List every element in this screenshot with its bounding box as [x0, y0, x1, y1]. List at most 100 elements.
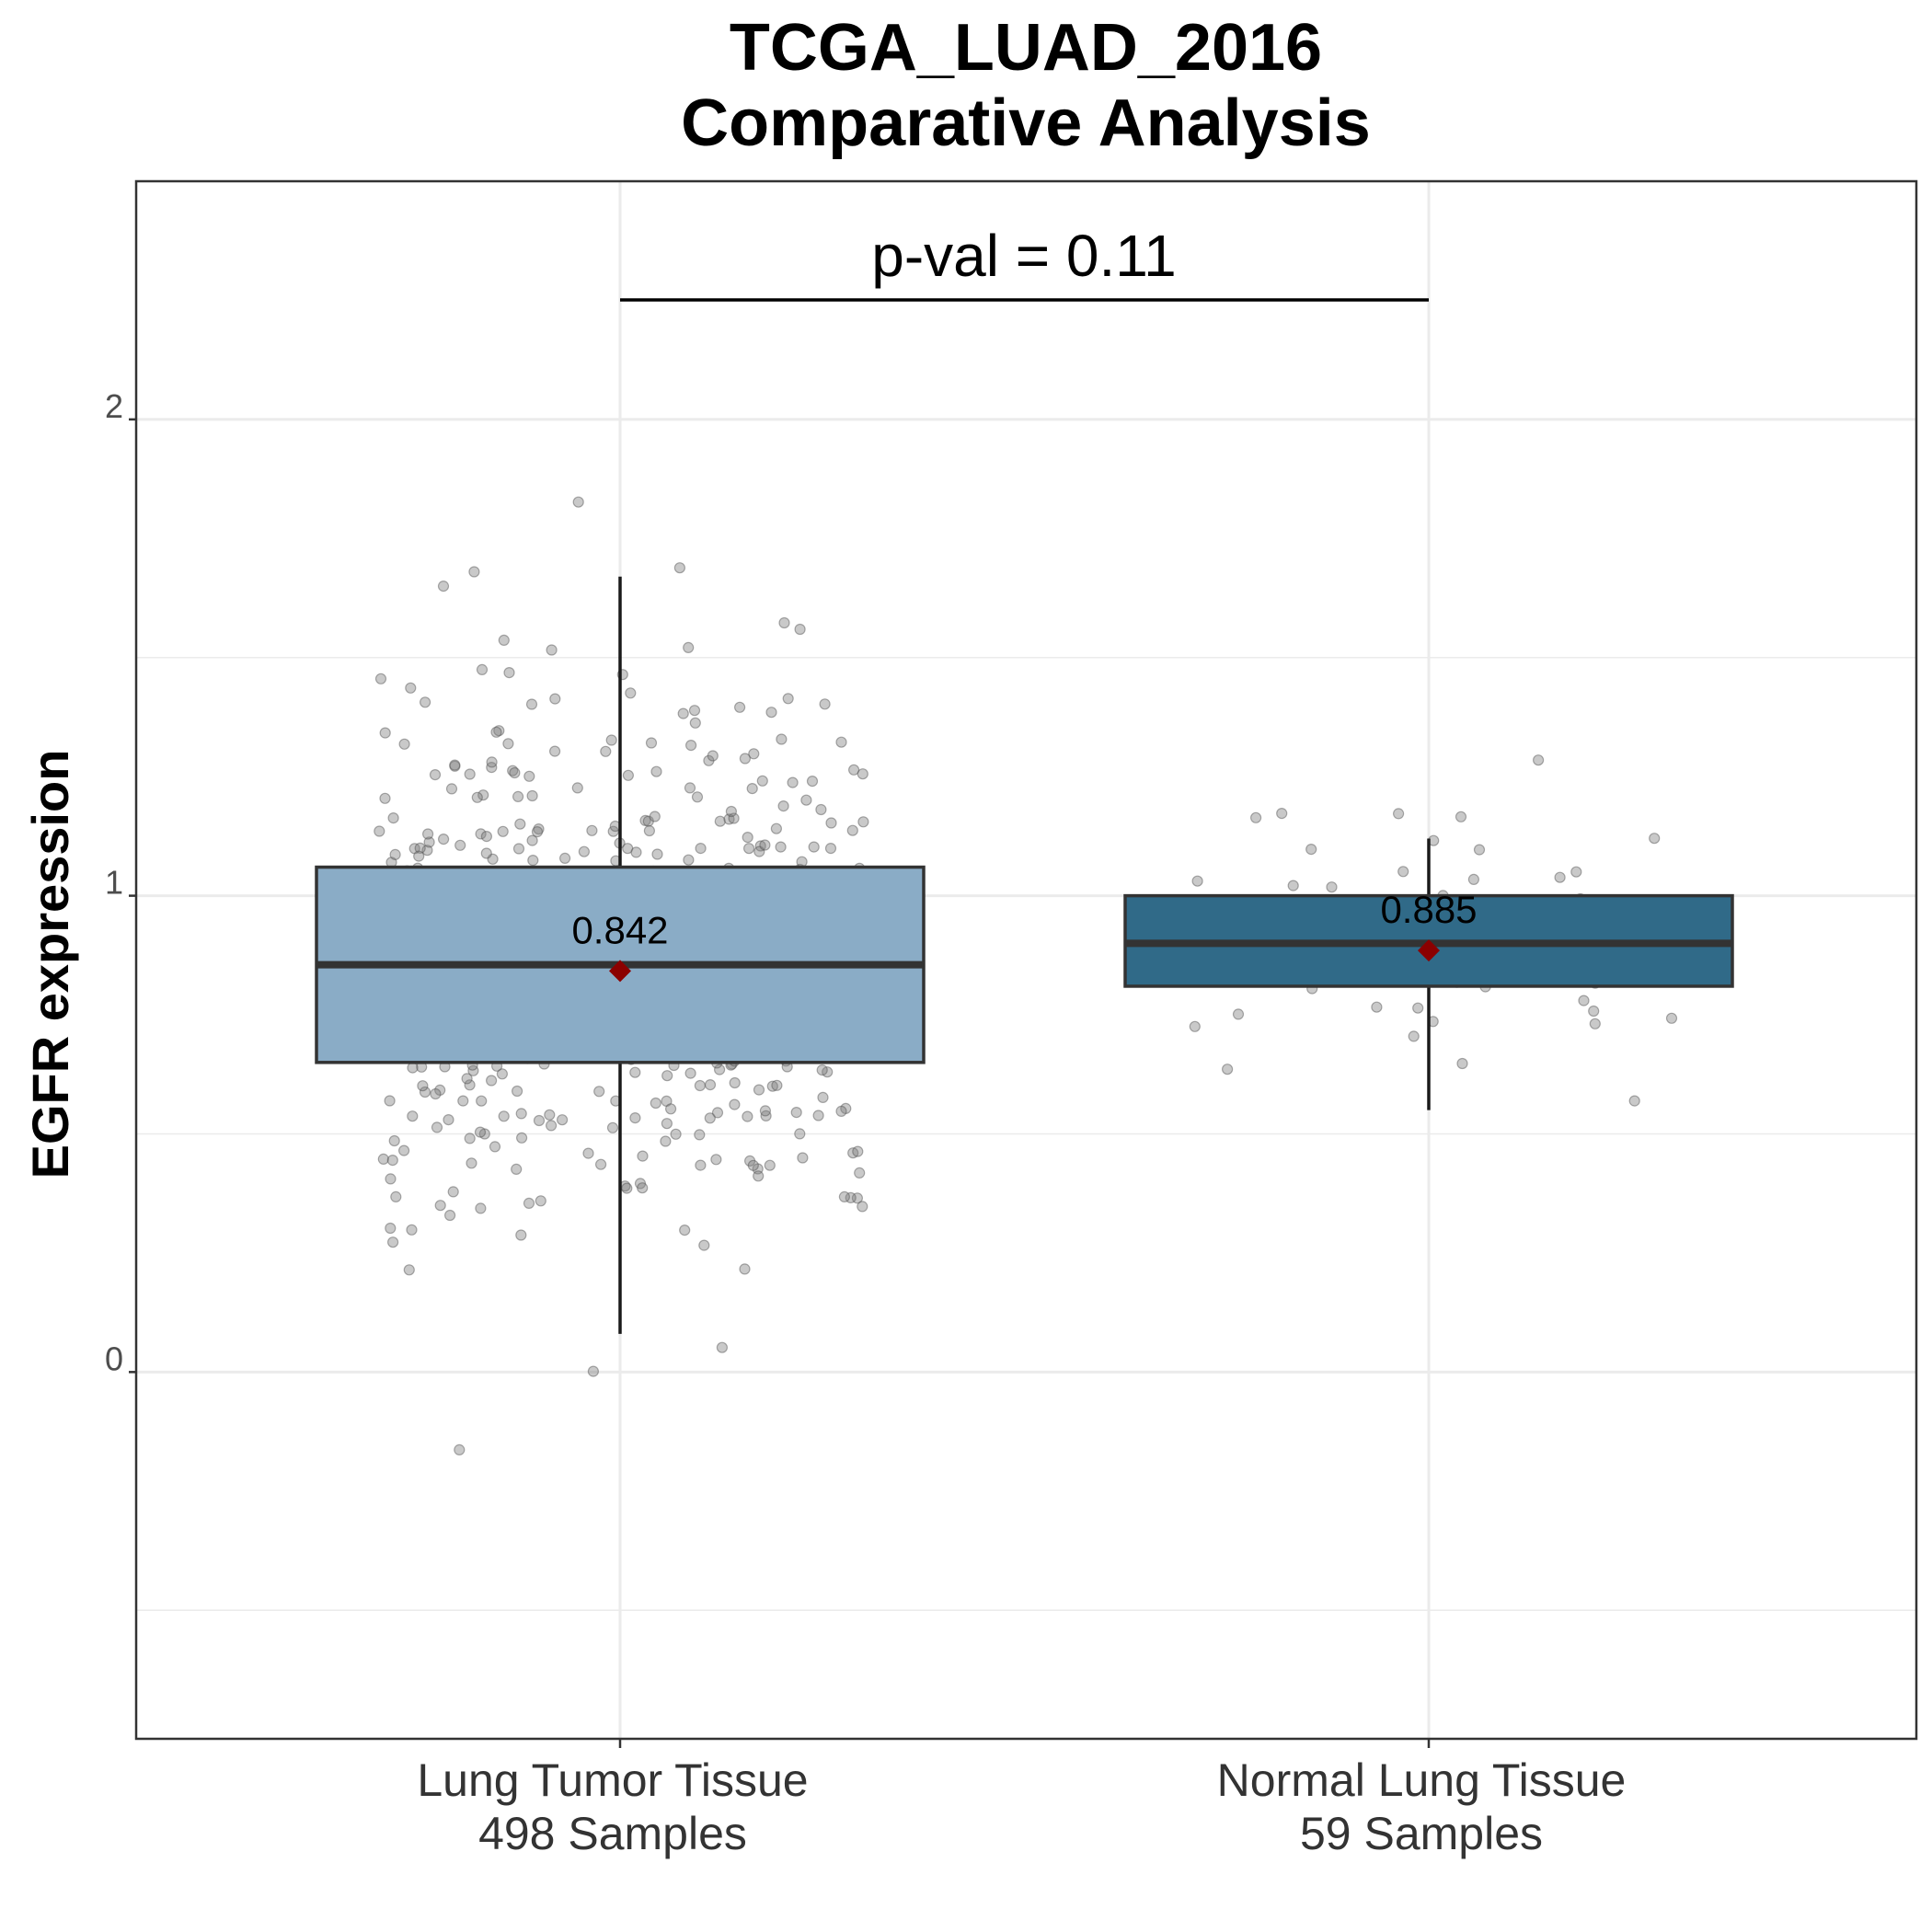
jitter-point: [753, 845, 765, 857]
jitter-point: [489, 1141, 501, 1153]
jitter-point: [476, 1095, 488, 1107]
jitter-point: [637, 1182, 649, 1194]
jitter-point: [546, 644, 558, 656]
jitter-point: [812, 1110, 824, 1121]
mean-marker: [609, 960, 631, 983]
jitter-point: [403, 1264, 415, 1276]
jitter-point: [776, 733, 788, 745]
jitter-point: [606, 1121, 619, 1133]
jitter-point: [629, 1066, 641, 1078]
jitter-point: [385, 1222, 397, 1235]
jitter-point: [398, 1144, 410, 1156]
jitter-point: [622, 769, 635, 781]
jitter-point: [710, 1154, 722, 1166]
jitter-point: [1276, 807, 1288, 820]
x-tick-label: Lung Tumor Tissue: [417, 1754, 808, 1806]
jitter-point: [471, 791, 483, 803]
jitter-point: [549, 693, 561, 705]
jitter-point: [515, 1108, 527, 1120]
jitter-point: [771, 1079, 783, 1091]
jitter-point: [387, 1236, 399, 1248]
jitter-point: [379, 727, 391, 739]
jitter-point: [661, 1070, 673, 1082]
chart-title-line-2: Comparative Analysis: [681, 86, 1371, 160]
jitter-point: [634, 1178, 647, 1190]
jitter-point: [490, 726, 502, 738]
jitter-point: [704, 1112, 716, 1124]
jitter-point: [760, 1110, 772, 1122]
jitter-point: [1628, 1095, 1640, 1107]
jitter-point: [806, 775, 819, 788]
jitter-point: [593, 1086, 605, 1098]
mean-marker: [1418, 939, 1440, 962]
jitter-point: [478, 1128, 490, 1140]
y-axis-label: EGFR expression: [21, 750, 79, 1179]
jitter-point: [677, 707, 689, 719]
jitter-point: [660, 1135, 672, 1147]
jitter-point: [398, 738, 410, 750]
jitter-point: [729, 1098, 741, 1110]
y-tick-label: 2: [105, 387, 123, 425]
jitter-point: [639, 814, 651, 827]
jitter-point: [475, 1202, 487, 1214]
jitter-point: [408, 843, 420, 855]
jitter-point: [847, 764, 860, 776]
jitter-point: [825, 817, 837, 829]
jitter-point: [766, 1080, 778, 1092]
jitter-point: [838, 1190, 851, 1203]
jitter-point: [707, 750, 719, 762]
jitter-point: [748, 748, 760, 760]
jitter-point: [723, 813, 735, 825]
jitter-point: [527, 854, 539, 867]
jitter-point: [390, 1190, 402, 1203]
jitter-point: [835, 736, 847, 748]
jitter-point: [1455, 811, 1467, 822]
jitter-point: [511, 1163, 523, 1176]
jitter-point: [695, 842, 707, 855]
jitter-point: [684, 782, 696, 794]
jitter-point: [625, 687, 637, 699]
jitter-point: [695, 1159, 707, 1171]
jitter-point: [847, 1147, 859, 1159]
jitter-point: [1578, 995, 1590, 1006]
chart-title-line-1: TCGA_LUAD_2016: [730, 11, 1322, 85]
mean-label: 0.842: [571, 908, 668, 951]
mean-markers: 0.842 0.885: [571, 888, 1478, 983]
jitter-point: [498, 1110, 510, 1122]
jitter-point: [1570, 866, 1582, 878]
jitter-point: [651, 848, 663, 860]
jitter-point: [454, 839, 466, 851]
jitter-point: [512, 843, 525, 855]
jitter-point: [756, 775, 768, 787]
jitter-point: [797, 1152, 809, 1164]
jitter-point: [645, 737, 658, 749]
jitter-point: [759, 1105, 772, 1117]
jitter-point: [545, 1120, 558, 1132]
x-tick-label: 59 Samples: [1300, 1808, 1543, 1859]
jitter-point: [374, 825, 385, 837]
jitter-point: [743, 1155, 756, 1167]
jitter-point: [476, 663, 489, 676]
jitter-point: [421, 845, 433, 857]
jitter-point: [854, 1167, 866, 1179]
jitter-point: [449, 760, 461, 772]
jitter-point: [535, 1195, 546, 1207]
jitter-point: [852, 1145, 864, 1157]
jitter-point: [775, 841, 787, 853]
jitter-point: [533, 1114, 546, 1127]
jitter-point: [819, 698, 831, 710]
jitter-point: [716, 1341, 729, 1353]
jitter-point: [642, 815, 654, 827]
jitter-point: [429, 768, 442, 781]
jitter-point: [777, 799, 789, 812]
jitter-point: [684, 739, 697, 752]
jitter-point: [1397, 866, 1409, 878]
jitter-point: [486, 761, 498, 774]
jitter-point: [1589, 1018, 1601, 1029]
jitter-point: [754, 840, 766, 852]
jitter-point: [434, 1200, 446, 1212]
jitter-point: [485, 1075, 498, 1087]
jitter-point: [694, 1129, 706, 1141]
jitter-point: [548, 745, 561, 757]
jitter-point: [466, 1157, 477, 1169]
